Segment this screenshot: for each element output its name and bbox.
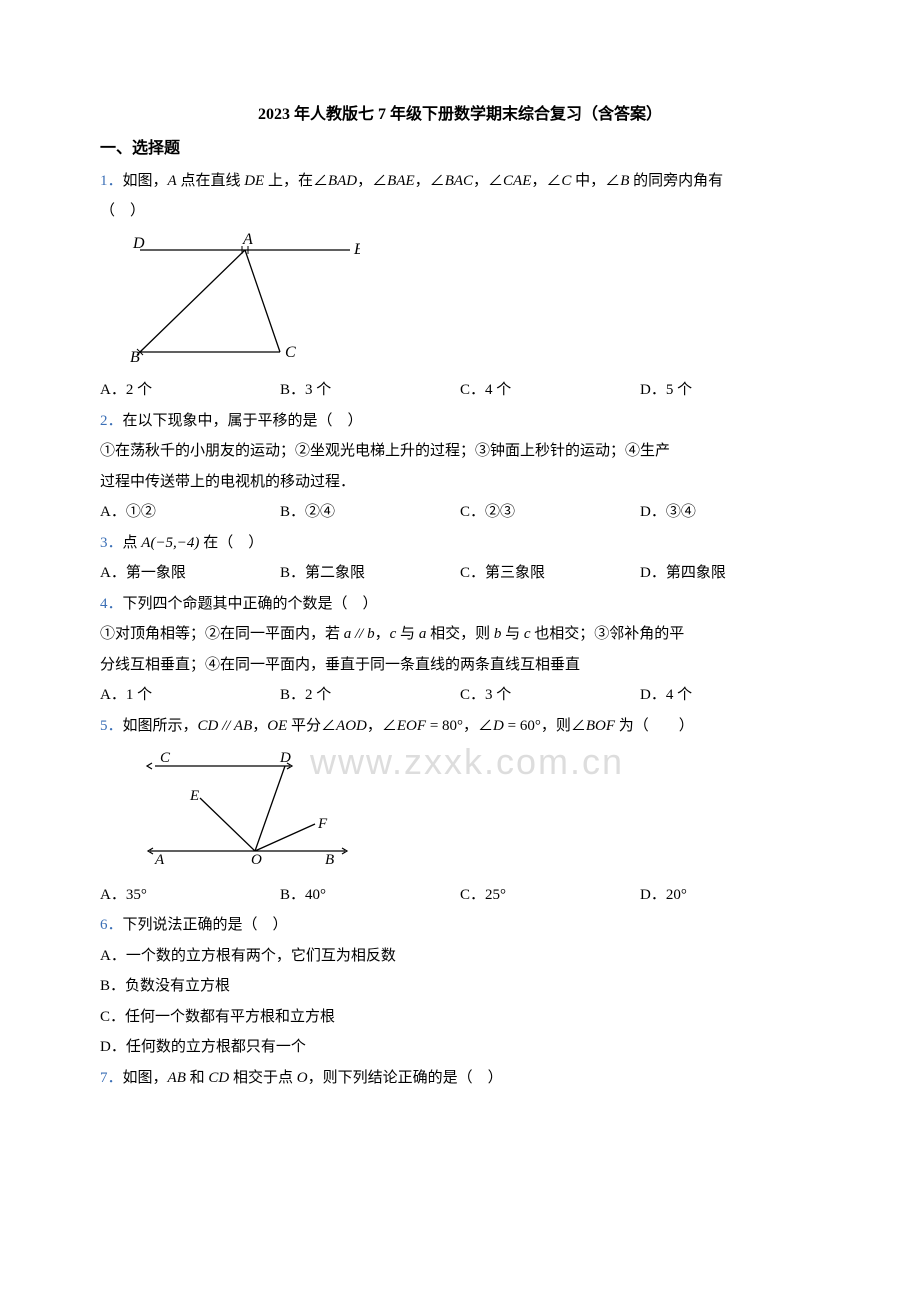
q2-l2: 过程中传送带上的电视机的移动过程． — [100, 468, 820, 497]
q1-paren: （ ） — [100, 197, 820, 226]
q4-num: 4． — [100, 596, 123, 612]
q4-opt-b: B．2 个 — [280, 681, 460, 710]
q5-options: A．35° B．40° C．25° D．20° — [100, 881, 820, 910]
svg-text:O: O — [251, 852, 262, 866]
q2-l1: ①在荡秋千的小朋友的运动；②坐观光电梯上升的过程；③钟面上秒针的运动；④生产 — [100, 437, 820, 466]
q2-opt-b: B．②④ — [280, 498, 460, 527]
q1-opt-c: C．4 个 — [460, 376, 640, 405]
q4-stem: 4．下列四个命题其中正确的个数是（ ） — [100, 590, 820, 619]
q5-figure: C D E F A O B — [130, 746, 820, 877]
q2-num: 2． — [100, 413, 123, 429]
q1-figure: D A E B C — [130, 232, 820, 373]
q4-l2: 分线互相垂直；④在同一平面内，垂直于同一条直线的两条直线互相垂直 — [100, 651, 820, 680]
svg-text:E: E — [353, 241, 360, 258]
svg-text:C: C — [285, 344, 296, 361]
q2-options: A．①② B．②④ C．②③ D．③④ — [100, 498, 820, 527]
q2-stem: 2．在以下现象中，属于平移的是（ ） — [100, 407, 820, 436]
q1-num: 1． — [100, 173, 123, 189]
q4-opt-a: A．1 个 — [100, 681, 280, 710]
q4-opt-c: C．3 个 — [460, 681, 640, 710]
svg-text:E: E — [189, 788, 199, 804]
q5-opt-a: A．35° — [100, 881, 280, 910]
q5-opt-d: D．20° — [640, 881, 820, 910]
svg-text:D: D — [132, 235, 145, 252]
q1-options: A．2 个 B．3 个 C．4 个 D．5 个 — [100, 376, 820, 405]
q3-stem: 3．点 A(−5,−4) 在（ ） — [100, 529, 820, 558]
q3-opt-b: B．第二象限 — [280, 559, 460, 588]
q6-stem: 6．下列说法正确的是（ ） — [100, 911, 820, 940]
q4-l1: ①对顶角相等；②在同一平面内，若 a // b，c 与 a 相交，则 b 与 c… — [100, 620, 820, 649]
svg-text:D: D — [279, 750, 291, 766]
q2-opt-a: A．①② — [100, 498, 280, 527]
q5-num: 5． — [100, 718, 123, 734]
q5-opt-b: B．40° — [280, 881, 460, 910]
q6-opt-d: D．任何数的立方根都只有一个 — [100, 1033, 820, 1062]
q7-num: 7． — [100, 1070, 123, 1086]
q5-stem: 5．如图所示，CD // AB，OE 平分∠AOD，∠EOF = 80°，∠D … — [100, 712, 820, 741]
doc-title: 2023 年人教版七 7 年级下册数学期末综合复习（含答案） — [100, 100, 820, 130]
q3-opt-a: A．第一象限 — [100, 559, 280, 588]
q6-opt-c: C．任何一个数都有平方根和立方根 — [100, 1003, 820, 1032]
q3-options: A．第一象限 B．第二象限 C．第三象限 D．第四象限 — [100, 559, 820, 588]
q1-opt-d: D．5 个 — [640, 376, 820, 405]
section-heading: 一、选择题 — [100, 134, 820, 164]
svg-text:C: C — [160, 750, 171, 766]
q2-opt-c: C．②③ — [460, 498, 640, 527]
svg-text:B: B — [325, 852, 334, 866]
q6-opt-a: A．一个数的立方根有两个，它们互为相反数 — [100, 942, 820, 971]
q6-num: 6． — [100, 917, 123, 933]
q1-stem: 1．如图，A 点在直线 DE 上，在∠BAD，∠BAE，∠BAC，∠CAE，∠C… — [100, 167, 820, 196]
q3-num: 3． — [100, 535, 123, 551]
q1-opt-a: A．2 个 — [100, 376, 280, 405]
svg-text:A: A — [242, 232, 253, 248]
svg-text:A: A — [154, 852, 165, 866]
q2-opt-d: D．③④ — [640, 498, 820, 527]
svg-text:F: F — [317, 816, 328, 832]
q7-stem: 7．如图，AB 和 CD 相交于点 O，则下列结论正确的是（ ） — [100, 1064, 820, 1093]
q4-options: A．1 个 B．2 个 C．3 个 D．4 个 — [100, 681, 820, 710]
q3-opt-c: C．第三象限 — [460, 559, 640, 588]
q1-opt-b: B．3 个 — [280, 376, 460, 405]
q6-opt-b: B．负数没有立方根 — [100, 972, 820, 1001]
q4-opt-d: D．4 个 — [640, 681, 820, 710]
q5-opt-c: C．25° — [460, 881, 640, 910]
q3-opt-d: D．第四象限 — [640, 559, 820, 588]
